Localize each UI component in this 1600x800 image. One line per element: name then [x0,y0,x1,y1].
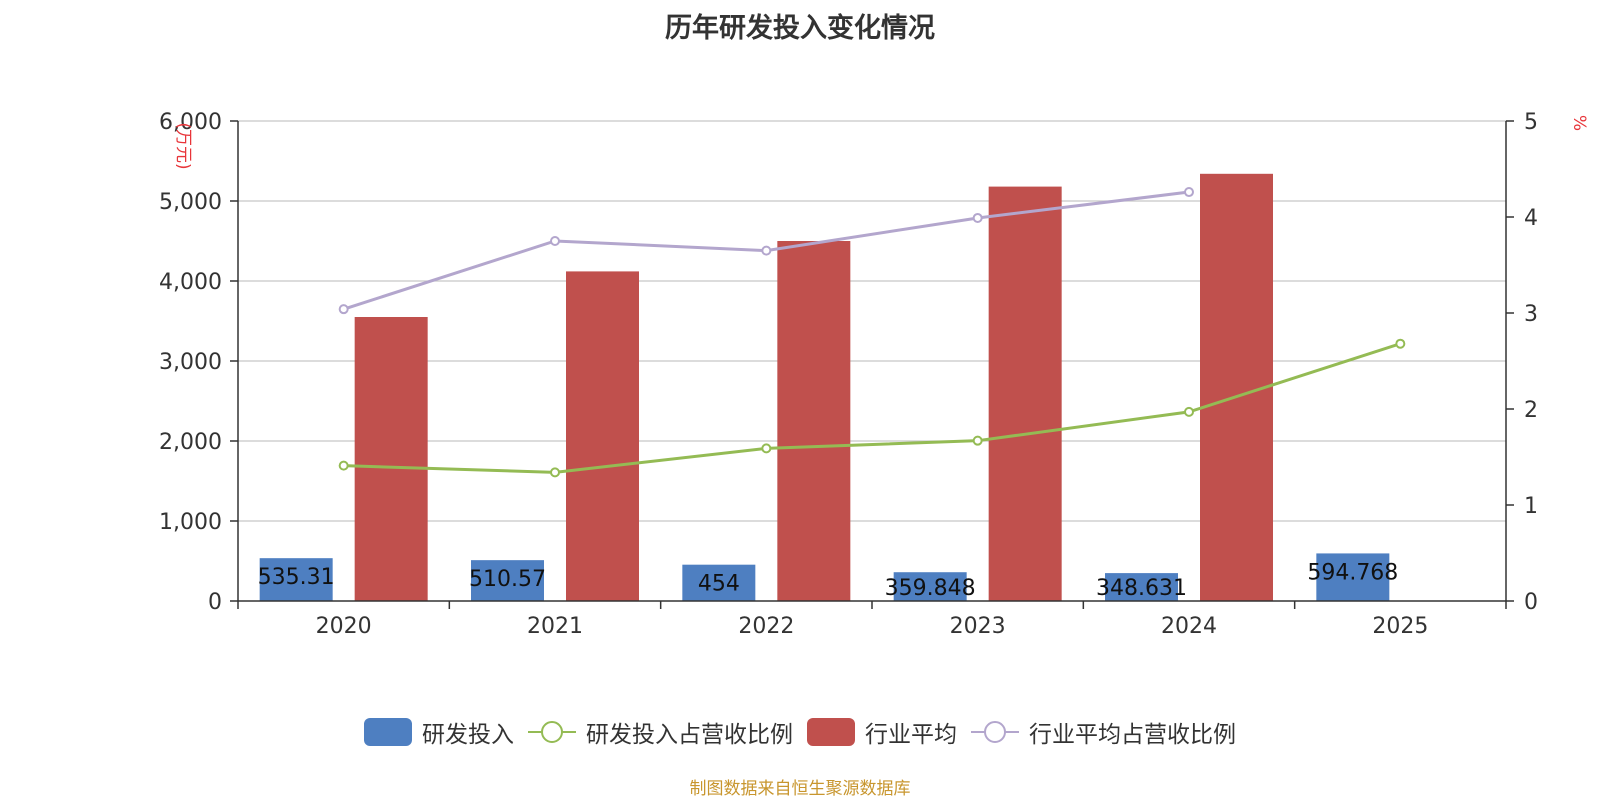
legend-label-rd-investment: 研发投入 [422,722,514,748]
chart-title: 历年研发投入变化情况 [665,13,935,44]
right-axis-unit-label: % [1569,115,1589,131]
point-industry-ratio [338,304,349,315]
legend-label-rd-ratio: 研发投入占营收比例 [586,722,793,748]
point-rd-ratio [1184,406,1194,417]
point-industry-ratio [550,236,560,246]
point-rd-ratio [761,443,772,454]
right-axis-tick-label: 0 [1524,590,1538,615]
point-rd-ratio [1395,338,1406,349]
bar-industry-average [566,271,639,601]
bar-data-label: 510.57 [469,567,546,592]
point-industry-ratio [1184,187,1194,198]
legend-label-industry-average: 行业平均 [865,722,957,748]
point-industry-ratio [972,212,983,223]
right-axis-tick-label: 1 [1524,494,1538,519]
legend-item-rd-investment[interactable]: 研发投入 [364,715,514,749]
legend-label-industry-ratio: 行业平均占营收比例 [1029,722,1236,748]
x-axis-tick-label: 2024 [1161,614,1217,639]
bar-data-label: 348.631 [1096,576,1187,601]
bar-data-label: 359.848 [885,576,976,601]
x-axis-tick-label: 2025 [1372,614,1428,639]
bar-industry-average [354,317,428,601]
point-industry-ratio [761,245,772,256]
x-axis-tick-label: 2023 [950,614,1006,639]
left-axis-tick-label: 5,000 [159,190,222,215]
bar-industry-average [988,186,1062,601]
chart-legend: 研发投入 研发投入占营收比例 行业平均 行业平均占营收比例 [0,715,1600,749]
left-axis-unit-label: (万元) [173,122,193,169]
bar-industry-average [777,241,851,601]
point-rd-ratio [550,467,560,478]
x-axis-tick-label: 2021 [527,614,583,639]
right-axis-tick-label: 3 [1524,302,1538,327]
point-rd-ratio [338,460,349,471]
left-axis-tick-label: 1,000 [159,510,222,535]
left-axis-tick-label: 2,000 [159,430,222,455]
right-axis-tick-label: 5 [1524,110,1538,135]
right-axis-tick-label: 4 [1524,206,1538,231]
bar-data-label: 535.31 [258,565,335,590]
left-axis-tick-label: 4,000 [159,270,222,295]
source-note: 制图数据来自恒生聚源数据库 [689,779,911,799]
legend-swatch-industry-ratio [971,721,1019,743]
legend-swatch-industry-average [807,718,855,746]
right-axis-tick-label: 2 [1524,398,1538,423]
line-rd-ratio [343,342,1401,474]
left-axis-tick-label: 3,000 [159,350,222,375]
x-axis-tick-label: 2022 [738,614,794,639]
legend-swatch-rd-investment [364,718,412,746]
bar-rd-investment [893,572,967,601]
left-axis-tick-label: 6,000 [159,110,222,135]
bar-rd-investment [1105,573,1178,601]
bar-rd-investment [471,560,544,601]
legend-item-industry-ratio[interactable]: 行业平均占营收比例 [971,715,1236,749]
legend-item-rd-ratio[interactable]: 研发投入占营收比例 [528,715,793,749]
bar-rd-investment [682,564,756,601]
bar-data-label: 594.768 [1307,560,1398,585]
bar-rd-investment [259,558,333,601]
bar-data-label: 454 [698,572,740,597]
x-axis-tick-label: 2020 [316,614,372,639]
legend-item-industry-average[interactable]: 行业平均 [807,715,957,749]
bar-rd-investment [1316,553,1390,601]
point-rd-ratio [972,435,983,446]
legend-swatch-rd-ratio [528,721,576,743]
left-axis-tick-label: 0 [208,590,222,615]
